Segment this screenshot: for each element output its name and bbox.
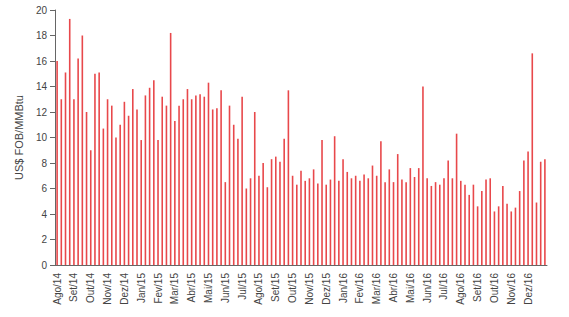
svg-text:Dez/14: Dez/14 — [119, 273, 130, 305]
svg-text:Abr/16: Abr/16 — [388, 273, 399, 303]
svg-text:Jun/15: Jun/15 — [220, 273, 231, 303]
svg-text:10: 10 — [36, 132, 48, 143]
svg-text:8: 8 — [41, 158, 47, 169]
svg-text:Fev/15: Fev/15 — [153, 273, 164, 304]
svg-text:14: 14 — [36, 81, 48, 92]
svg-text:Ago/15: Ago/15 — [253, 273, 264, 305]
svg-text:Jun/16: Jun/16 — [422, 273, 433, 303]
svg-text:16: 16 — [36, 56, 48, 67]
svg-text:Ago/14: Ago/14 — [52, 273, 63, 305]
svg-text:Set/16: Set/16 — [472, 273, 483, 302]
svg-text:Abr/15: Abr/15 — [186, 273, 197, 303]
svg-text:Dez/16: Dez/16 — [523, 273, 534, 305]
svg-text:Fev/16: Fev/16 — [354, 273, 365, 304]
svg-text:Jul/15: Jul/15 — [237, 273, 248, 300]
svg-text:18: 18 — [36, 30, 48, 41]
svg-text:Nov/15: Nov/15 — [304, 273, 315, 305]
svg-text:Jan/16: Jan/16 — [338, 273, 349, 303]
svg-text:Nov/16: Nov/16 — [506, 273, 517, 305]
svg-text:Out/14: Out/14 — [85, 273, 96, 303]
svg-text:Set/14: Set/14 — [68, 273, 79, 302]
svg-text:Nov/14: Nov/14 — [102, 273, 113, 305]
svg-text:Set/15: Set/15 — [270, 273, 281, 302]
svg-text:12: 12 — [36, 107, 48, 118]
svg-text:Mai/16: Mai/16 — [405, 273, 416, 303]
svg-text:Mar/16: Mar/16 — [371, 273, 382, 305]
svg-text:Out/16: Out/16 — [489, 273, 500, 303]
svg-text:4: 4 — [41, 209, 47, 220]
svg-text:Jan/15: Jan/15 — [136, 273, 147, 303]
svg-text:Ago/16: Ago/16 — [455, 273, 466, 305]
svg-text:US$ FOB/MMBtu: US$ FOB/MMBtu — [13, 95, 25, 180]
svg-text:Mai/15: Mai/15 — [203, 273, 214, 303]
svg-text:Jul/16: Jul/16 — [438, 273, 449, 300]
svg-text:6: 6 — [41, 183, 47, 194]
svg-text:2: 2 — [41, 234, 47, 245]
svg-text:20: 20 — [36, 5, 48, 16]
svg-text:0: 0 — [41, 260, 47, 271]
svg-text:Mar/15: Mar/15 — [169, 273, 180, 305]
svg-text:Out/15: Out/15 — [287, 273, 298, 303]
svg-text:Dez/15: Dez/15 — [321, 273, 332, 305]
